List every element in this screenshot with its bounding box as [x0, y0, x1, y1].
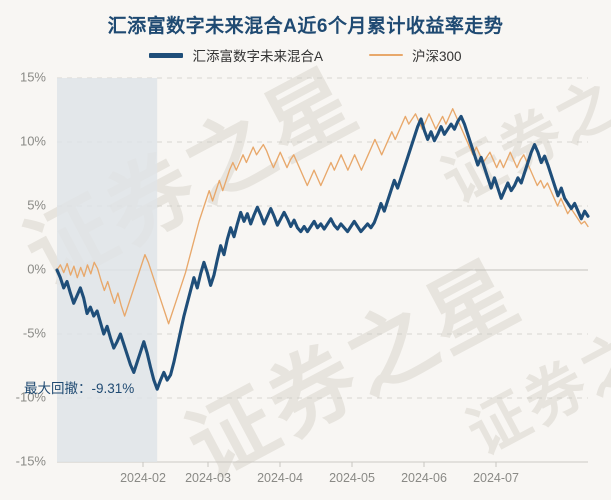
x-axis-tick-label: 2024-06: [401, 471, 447, 485]
legend-swatch-fund: [149, 52, 184, 58]
legend-item-fund[interactable]: 汇添富数字未来混合A: [149, 45, 323, 65]
x-axis-tick-label: 2024-03: [185, 471, 231, 485]
data-series: [55, 108, 590, 391]
x-axis-labels: 2024-02 2024-03 2024-04 2024-05 2024-06 2024-…: [120, 462, 519, 485]
y-axis-tick-label: -15%: [16, 453, 47, 468]
benchmark-line-series: [56, 108, 589, 325]
page-title: 汇添富数字未来混合A近6个月累计收益率走势: [107, 16, 504, 37]
x-axis-tick-label: 2024-04: [257, 471, 303, 485]
y-axis-tick-label: 5%: [27, 197, 46, 212]
y-axis-tick-label: 10%: [20, 133, 46, 148]
y-axis-labels: 15% 10% 5% 0% -5% -10% -15%: [16, 69, 47, 468]
max-drawdown-annotation: 最大回撤：-9.31%: [24, 381, 134, 396]
y-axis-tick-label: -10%: [16, 389, 47, 404]
fund-line-series: [55, 114, 590, 391]
chart-legend: 汇添富数字未来混合A 沪深300: [0, 45, 611, 65]
y-axis-tick-label: -5%: [23, 325, 47, 340]
max-drawdown-label: 最大回撤：-9.31%: [24, 381, 134, 396]
legend-label-fund: 汇添富数字未来混合A: [192, 49, 323, 64]
legend-item-benchmark[interactable]: 沪深300: [368, 45, 462, 65]
y-axis-tick-label: 15%: [20, 69, 46, 84]
x-axis-tick-label: 2024-02: [120, 471, 166, 485]
y-axis-tick-label: 0%: [27, 261, 46, 276]
x-axis-tick-label: 2024-07: [473, 471, 519, 485]
legend-swatch-benchmark: [368, 54, 403, 56]
legend-label-benchmark: 沪深300: [411, 49, 462, 64]
x-axis-tick-label: 2024-05: [329, 471, 375, 485]
